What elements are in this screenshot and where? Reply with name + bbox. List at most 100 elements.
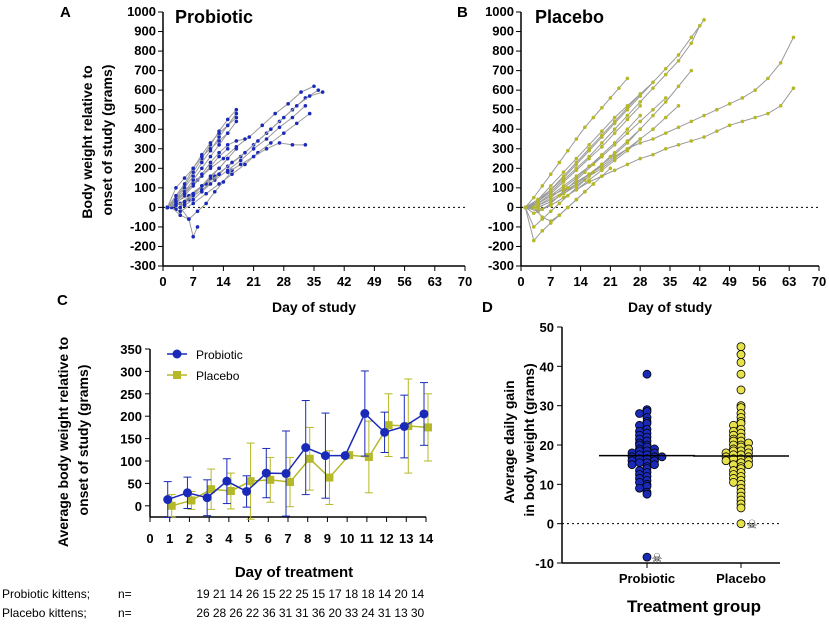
- c-y-tick-label: 250: [120, 387, 142, 402]
- c-y-tick-label: 50: [128, 476, 142, 491]
- d-y-label-line1: Average daily gain: [501, 380, 517, 503]
- b-point: [663, 66, 668, 71]
- b-point: [625, 76, 630, 81]
- b-y-tick-label: 900: [492, 24, 514, 39]
- c-y-label-line1: Average body weight relative to: [55, 337, 71, 547]
- c-legend-label-placebo: Placebo: [196, 369, 240, 383]
- a-point: [195, 225, 200, 229]
- b-point: [574, 174, 579, 178]
- a-x-tick-label: 7: [190, 274, 197, 289]
- b-point: [600, 162, 604, 167]
- b-point: [778, 103, 783, 108]
- a-point: [191, 197, 195, 202]
- b-x-tick-label: 56: [752, 274, 766, 289]
- b-point: [612, 150, 617, 155]
- a-series-line: [166, 132, 229, 208]
- a-point: [230, 160, 234, 165]
- n-value: 31: [279, 606, 293, 620]
- n-value: 26: [246, 587, 260, 601]
- b-point: [549, 184, 553, 188]
- a-point: [316, 88, 321, 92]
- b-point: [638, 113, 642, 118]
- b-point: [638, 92, 642, 96]
- a-point: [208, 160, 213, 165]
- d-y-tick-label: 50: [540, 320, 554, 335]
- b-point: [715, 129, 719, 133]
- a-series-line: [167, 91, 323, 208]
- a-point: [200, 166, 204, 171]
- c-y-tick-label: 150: [120, 432, 142, 447]
- b-point: [540, 229, 545, 233]
- b-point: [638, 156, 642, 161]
- a-point: [182, 191, 187, 196]
- b-point: [625, 162, 630, 167]
- a-point: [260, 123, 265, 128]
- b-point: [608, 154, 613, 159]
- a-point: [234, 107, 239, 112]
- a-point: [225, 123, 230, 128]
- b-x-tick-label: 49: [722, 274, 736, 289]
- n-value: 36: [312, 606, 326, 620]
- a-point: [312, 84, 316, 89]
- c-x-tick-label: 0: [146, 531, 153, 546]
- b-point: [702, 135, 706, 139]
- a-x-tick-label: 0: [159, 274, 166, 289]
- c-point-probiotic: [242, 486, 252, 496]
- b-series-line: [525, 37, 794, 208]
- c-x-tick-label: 1: [166, 531, 173, 546]
- c-point-probiotic: [281, 469, 291, 479]
- a-point: [221, 180, 226, 184]
- b-point: [557, 193, 562, 198]
- b-point: [612, 119, 617, 124]
- a-point: [217, 182, 221, 186]
- n-value: 36: [262, 606, 276, 620]
- n-value: 30: [411, 606, 425, 620]
- c-point-placebo: [187, 496, 196, 505]
- b-point: [766, 111, 770, 116]
- b-point: [587, 178, 591, 182]
- c-point-placebo: [226, 487, 235, 496]
- b-point: [625, 127, 630, 132]
- c-x-tick-label: 11: [360, 531, 374, 546]
- b-point: [574, 184, 579, 188]
- a-x-tick-label: 35: [307, 274, 321, 289]
- c-x-tick-label: 8: [304, 531, 311, 546]
- a-point: [277, 141, 282, 145]
- d-point-probiotic: [642, 369, 652, 379]
- b-point: [536, 201, 540, 206]
- a-point: [174, 193, 178, 198]
- d-point-placebo: [744, 460, 753, 470]
- n-row-probiotic-n: n=: [118, 587, 132, 601]
- b-point: [689, 139, 694, 143]
- panel-d-letter: D: [482, 299, 493, 316]
- b-point: [663, 72, 668, 77]
- b-point: [574, 160, 579, 165]
- a-point: [217, 172, 221, 176]
- n-value: 15: [312, 587, 326, 601]
- n-value: 25: [295, 587, 309, 601]
- a-point: [208, 164, 213, 169]
- b-point: [663, 115, 668, 120]
- b-y-tick-label: -200: [488, 238, 514, 253]
- c-point-probiotic: [261, 468, 271, 478]
- d-point-placebo: [736, 369, 746, 379]
- panel-a-letter: A: [60, 4, 71, 21]
- a-point: [208, 141, 213, 145]
- b-point: [612, 131, 617, 135]
- b-point: [549, 219, 553, 223]
- n-value: 20: [328, 606, 342, 620]
- a-point: [217, 143, 221, 147]
- c-point-probiotic: [222, 476, 232, 486]
- a-point: [225, 117, 230, 122]
- a-y-tick-label: 500: [134, 102, 156, 117]
- a-point: [208, 154, 213, 159]
- panel-b-plot: -300-200-1000100200300400500600700800900…: [485, 4, 826, 289]
- b-y-tick-label: 500: [492, 102, 514, 117]
- b-point: [523, 205, 528, 210]
- b-point: [638, 103, 642, 108]
- b-point: [676, 53, 681, 57]
- a-point: [182, 199, 187, 204]
- b-point: [566, 186, 570, 190]
- b-point: [536, 197, 540, 202]
- b-point: [689, 41, 694, 46]
